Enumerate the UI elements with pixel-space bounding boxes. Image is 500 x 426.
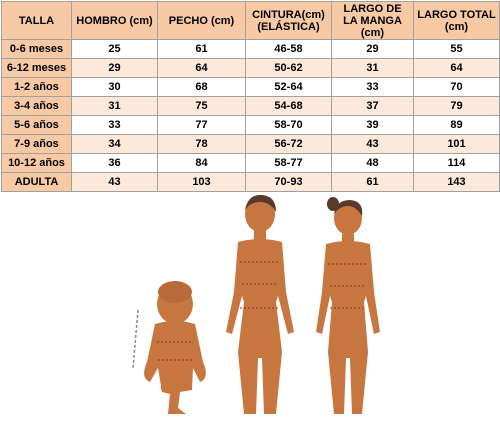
header-pecho: PECHO (cm) (157, 1, 246, 40)
measurement-cell: 52-64 (245, 77, 332, 97)
measurement-cell: 33 (71, 115, 158, 135)
header-largo-total: LARGO TOTAL (cm) (413, 1, 500, 40)
measurement-cell: 84 (157, 153, 246, 173)
measurement-cell: 64 (413, 58, 500, 78)
girl-figure (316, 197, 380, 414)
measurement-cell: 58-70 (245, 115, 332, 135)
measurement-cell: 55 (413, 39, 500, 59)
measurement-cell: 77 (157, 115, 246, 135)
table-row: 7-9 años 34 78 56-72 43 101 (1, 134, 500, 154)
measurement-cell: 39 (331, 115, 414, 135)
header-cintura: CINTURA(cm) (ELÁSTICA) (245, 1, 332, 40)
measurement-cell: 143 (413, 172, 500, 192)
header-talla: TALLA (1, 1, 72, 40)
measurement-cell: 61 (331, 172, 414, 192)
size-label-cell: 10-12 años (1, 153, 72, 173)
table-row: ADULTA 43 103 70-93 61 143 (1, 172, 500, 192)
measurement-cell: 79 (413, 96, 500, 116)
measurement-cell: 43 (331, 134, 414, 154)
size-label-cell: 3-4 años (1, 96, 72, 116)
table-row: 1-2 años 30 68 52-64 33 70 (1, 77, 500, 97)
measurement-cell: 29 (71, 58, 158, 78)
measurement-cell: 64 (157, 58, 246, 78)
size-label-cell: 6-12 meses (1, 58, 72, 78)
header-largo-manga: LARGO DE LA MANGA (cm) (331, 1, 414, 40)
measurement-cell: 75 (157, 96, 246, 116)
size-label-cell: 1-2 años (1, 77, 72, 97)
measurement-cell: 37 (331, 96, 414, 116)
size-label-cell: 0-6 meses (1, 39, 72, 59)
woman-figure (226, 194, 294, 414)
size-label-cell: 7-9 años (1, 134, 72, 154)
measurement-cell: 43 (71, 172, 158, 192)
table-row: 6-12 meses 29 64 50-62 31 64 (1, 58, 500, 78)
measurement-cell: 29 (331, 39, 414, 59)
measurement-cell: 70-93 (245, 172, 332, 192)
measurement-cell: 33 (331, 77, 414, 97)
size-chart-table: TALLA HOMBRO (cm) PECHO (cm) CINTURA(cm)… (1, 1, 500, 192)
size-label-cell: 5-6 años (1, 115, 72, 135)
measurement-cell: 56-72 (245, 134, 332, 154)
size-label-cell: ADULTA (1, 172, 72, 192)
measurement-cell: 48 (331, 153, 414, 173)
measurement-cell: 89 (413, 115, 500, 135)
measurement-cell: 61 (157, 39, 246, 59)
measurement-cell: 31 (331, 58, 414, 78)
table-row: 3-4 años 31 75 54-68 37 79 (1, 96, 500, 116)
measurement-cell: 78 (157, 134, 246, 154)
measurement-cell: 68 (157, 77, 246, 97)
measurement-cell: 114 (413, 153, 500, 173)
measurement-cell: 103 (157, 172, 246, 192)
measurement-cell: 70 (413, 77, 500, 97)
table-row: 10-12 años 36 84 58-77 48 114 (1, 153, 500, 173)
measurement-cell: 101 (413, 134, 500, 154)
measurement-cell: 30 (71, 77, 158, 97)
measurement-cell: 34 (71, 134, 158, 154)
baby-figure (132, 281, 206, 414)
measurement-cell: 46-58 (245, 39, 332, 59)
measurement-cell: 50-62 (245, 58, 332, 78)
measurement-cell: 54-68 (245, 96, 332, 116)
header-hombro: HOMBRO (cm) (71, 1, 158, 40)
measurement-cell: 58-77 (245, 153, 332, 173)
table-row: 5-6 años 33 77 58-70 39 89 (1, 115, 500, 135)
body-figures-illustration (132, 194, 380, 414)
table-row: 0-6 meses 25 61 46-58 29 55 (1, 39, 500, 59)
measurement-cell: 25 (71, 39, 158, 59)
measurement-cell: 31 (71, 96, 158, 116)
measurement-cell: 36 (71, 153, 158, 173)
table-header-row: TALLA HOMBRO (cm) PECHO (cm) CINTURA(cm)… (1, 1, 500, 40)
